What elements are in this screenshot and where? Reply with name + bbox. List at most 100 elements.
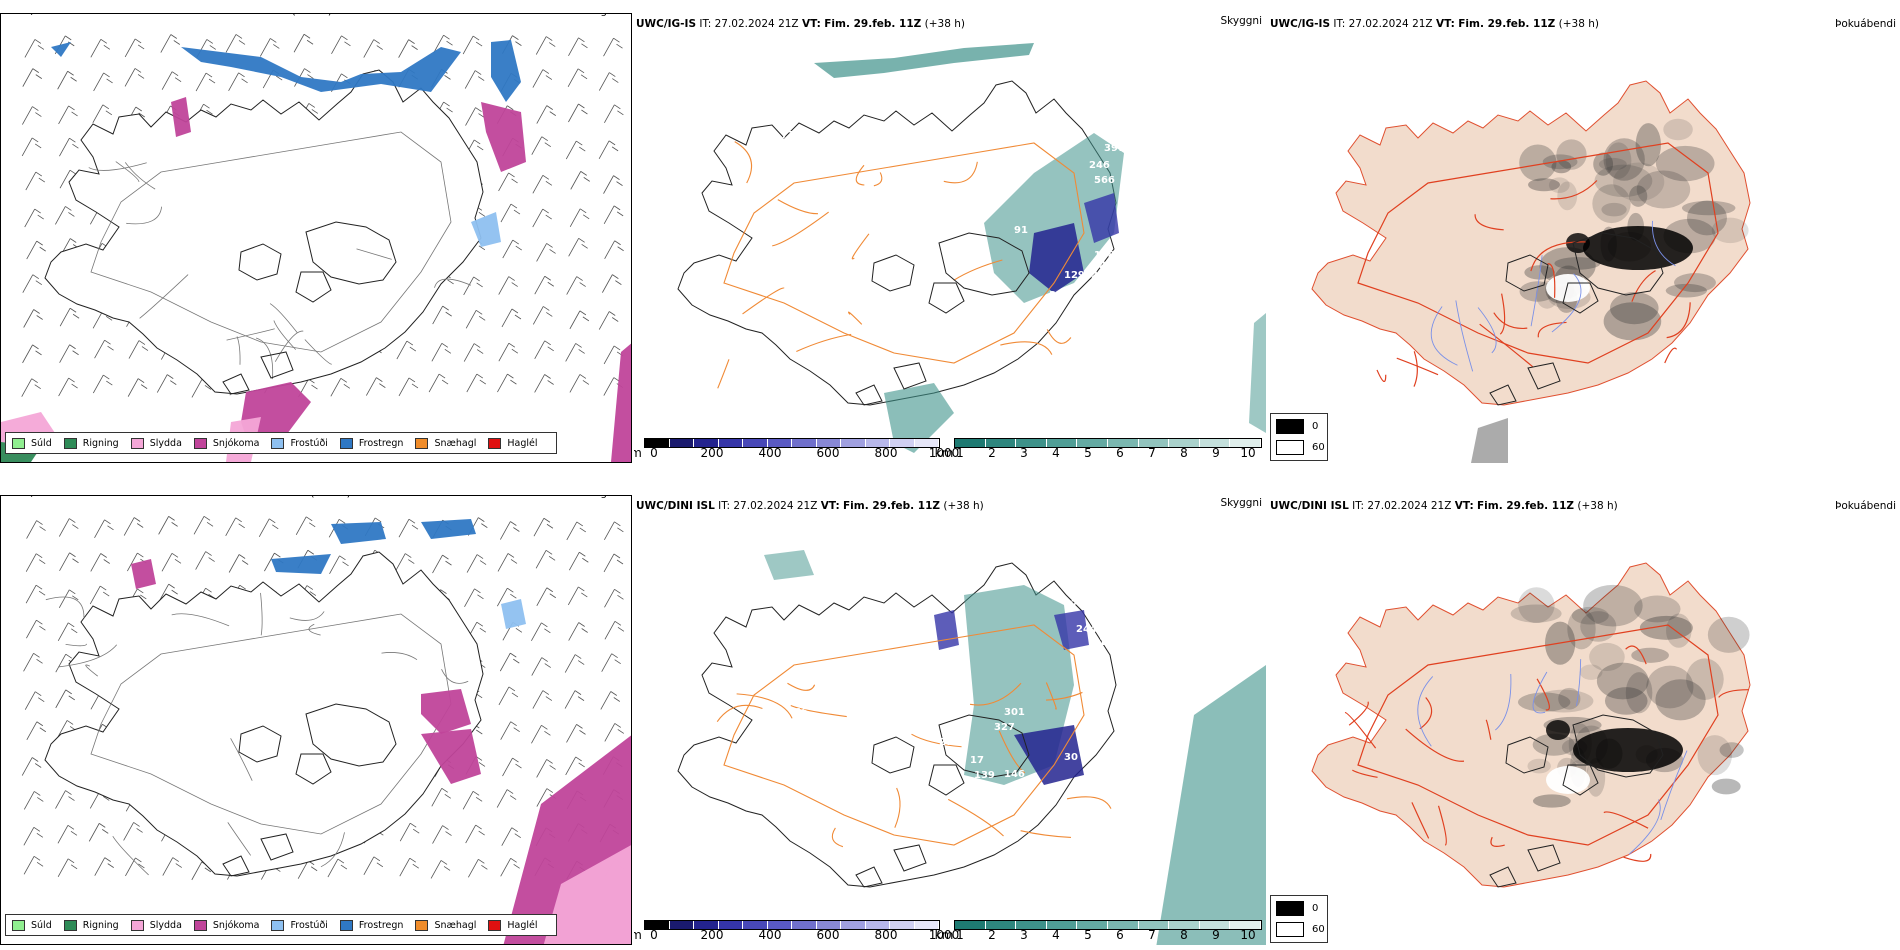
fog-legend-label: 60 — [1312, 442, 1325, 453]
visibility-value-label: 17 — [970, 755, 984, 766]
fog-shading — [1517, 692, 1571, 712]
road-segment — [65, 643, 87, 647]
visibility-value-label: 129 — [1064, 270, 1085, 281]
fog-index-legend: 0 60 — [1270, 413, 1328, 461]
wind-barb — [94, 519, 114, 539]
glacier-outline — [938, 232, 1030, 296]
wind-barb — [603, 175, 623, 194]
init-time: 27.02.2024 21Z — [733, 500, 818, 512]
fog-shading — [1558, 687, 1581, 710]
wind-barb — [570, 171, 590, 190]
road-network — [1357, 624, 1719, 846]
fog-shading — [1551, 160, 1572, 174]
road-segment — [1437, 805, 1447, 846]
river-line — [1495, 673, 1512, 731]
legend-item: Slydda — [130, 437, 182, 449]
snjokoma-area — [611, 343, 631, 462]
wind-barb — [565, 140, 586, 160]
wind-barb — [466, 373, 487, 393]
wind-barb — [331, 35, 351, 55]
panel-title: Skyggni — [1220, 497, 1263, 509]
colorbar-tick: 9 — [1212, 928, 1220, 942]
road-segment — [1066, 796, 1112, 809]
road-segment — [1046, 329, 1072, 344]
wind-barb — [399, 857, 419, 877]
road-segment — [734, 141, 753, 184]
road-segment — [943, 161, 978, 184]
it-label: IT: — [66, 14, 78, 17]
visibility-value-label: 125 — [1084, 270, 1105, 281]
wind-barb — [55, 206, 75, 225]
lead-time: (+38 h) — [310, 496, 350, 499]
wind-barb — [57, 858, 78, 878]
glacier-outline — [295, 271, 332, 303]
panel-header: UWC/DINI ISL IT: 27.02.2024 21Z VT: Fim.… — [1270, 500, 1896, 514]
road-segment — [1411, 802, 1430, 839]
panel-header: UWC/DINI ISL IT: 27.02.2024 21Z VT: Fim.… — [636, 497, 1263, 514]
visibility-value-label: 337 — [1049, 290, 1070, 301]
colorbar-tick: 1 — [956, 928, 964, 942]
wind-barb — [363, 856, 384, 875]
iceland-outline — [1311, 562, 1751, 888]
river-line — [1651, 220, 1676, 267]
road-segment — [1603, 811, 1649, 829]
road-segment — [226, 328, 275, 341]
glacier-outline — [238, 725, 282, 763]
colorbar-unit: km — [934, 928, 954, 942]
fog-shading — [1518, 587, 1555, 624]
road-segment — [1376, 369, 1387, 382]
colorbar-tick: 9 — [1212, 446, 1220, 460]
wind-barb — [532, 208, 552, 228]
road-segment — [441, 669, 469, 684]
it-label: IT: — [1352, 500, 1365, 512]
road-segment — [1020, 830, 1071, 838]
wind-barb — [531, 622, 551, 642]
fog-legend-item: 0 — [1276, 419, 1318, 434]
legend-swatch — [12, 437, 25, 449]
road-segment — [273, 320, 297, 350]
dense-fog-area — [1583, 226, 1693, 270]
wind-barb — [536, 759, 556, 778]
road-segment — [998, 730, 1026, 774]
wind-barb — [59, 137, 79, 157]
fog-legend-label: 0 — [1312, 421, 1319, 432]
wind-barb — [57, 70, 77, 90]
legend-swatch — [63, 919, 77, 931]
fog-shading — [1613, 162, 1665, 202]
lead-time: (+38 h) — [1558, 18, 1599, 30]
legend-swatch — [12, 919, 25, 931]
legend-item: Haglél — [488, 919, 538, 931]
legend-item: Snæhagl — [415, 437, 476, 449]
wind-barb — [398, 377, 419, 397]
legend-swatch — [339, 437, 353, 449]
visibility-km-colorbar: km 1 2 3 4 5 6 7 8 9 10 — [935, 920, 1264, 942]
fog-shading — [1719, 742, 1744, 758]
wind-barb — [604, 620, 625, 640]
wind-barb — [396, 340, 417, 360]
wind-barb — [468, 859, 488, 878]
clear-area — [1546, 766, 1590, 794]
wind-barb — [536, 587, 557, 606]
wind-barb — [532, 306, 553, 325]
glacier-outline — [260, 833, 294, 861]
fog-shading — [1711, 778, 1741, 795]
legend-swatch — [271, 437, 285, 449]
wind-barb — [398, 39, 418, 58]
wind-barb — [90, 38, 111, 58]
fog-index-panel: UWC/IG-IS IT: 27.02.2024 21Z VT: Fim. 29… — [1268, 13, 1900, 463]
road-segment — [736, 693, 793, 719]
colorbar-tick: 7 — [1148, 446, 1156, 460]
wind-barb — [568, 37, 588, 56]
model-name: UWC/IG-IS — [1270, 18, 1331, 30]
visibility-value-label: 479 — [1064, 599, 1085, 610]
visibility-value-label: 301 — [1004, 707, 1025, 718]
wind-barb — [225, 517, 245, 536]
road-segment — [1631, 270, 1656, 302]
fog-shading — [1666, 613, 1692, 648]
wind-barb — [327, 858, 348, 878]
wind-barb — [21, 378, 41, 397]
visibility-value-label: 77 — [778, 175, 792, 186]
wind-barb — [565, 756, 585, 776]
glacier-outline — [1527, 844, 1561, 872]
